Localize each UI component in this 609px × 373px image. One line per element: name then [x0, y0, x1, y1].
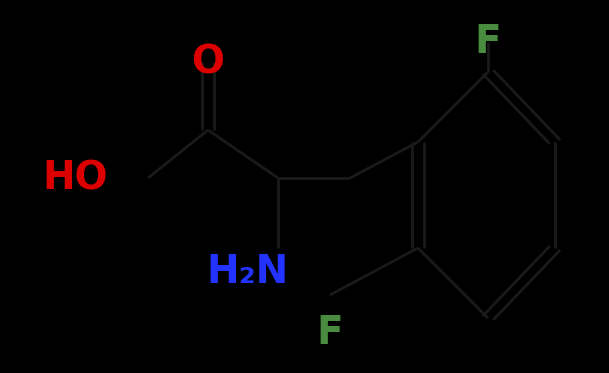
Text: HO: HO: [42, 159, 108, 197]
Text: H₂N: H₂N: [207, 253, 289, 291]
Text: O: O: [191, 43, 225, 81]
Text: F: F: [317, 314, 343, 352]
Text: F: F: [474, 23, 501, 61]
